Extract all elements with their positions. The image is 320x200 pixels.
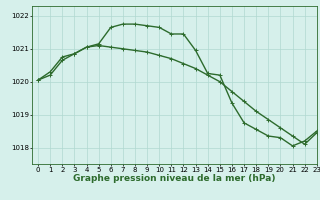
- X-axis label: Graphe pression niveau de la mer (hPa): Graphe pression niveau de la mer (hPa): [73, 174, 276, 183]
